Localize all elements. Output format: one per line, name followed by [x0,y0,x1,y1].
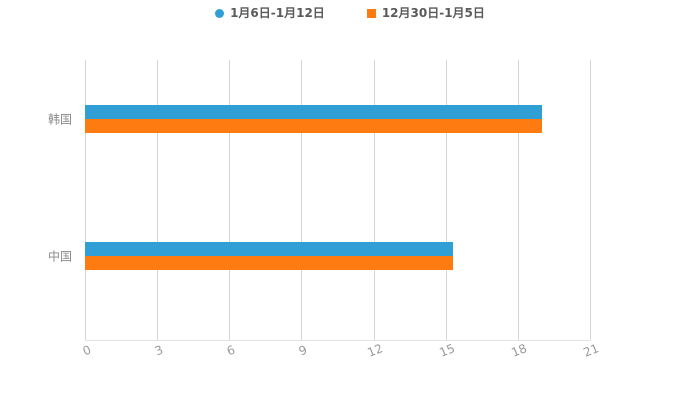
y-axis-labels: 韩国 中国 [0,60,78,340]
x-axis-tick-label: 21 [581,341,601,360]
x-axis-tick-label: 0 [80,342,94,359]
gridline [590,60,591,340]
x-axis-tick-label: 3 [152,342,166,359]
bar-韩国-1月6日-1月12日[interactable] [85,104,542,119]
x-axis-tick-label: 6 [224,342,238,359]
gridline [85,60,86,340]
x-axis-tick-label: 18 [509,341,529,360]
x-axis-labels: 0 3 6 9 12 15 18 21 [81,341,601,374]
x-axis-tick-label: 15 [437,341,457,360]
legend-item-week-jan6-12[interactable]: 1月6日-1月12日 [215,6,325,20]
x-axis-tick-label: 12 [364,341,385,360]
plot-area [85,60,591,341]
legend-label: 12月30日-1月5日 [381,6,485,20]
legend-marker-blue-icon [215,8,225,18]
bar-韩国-12月30日-1月5日[interactable] [85,118,542,133]
gridline [157,60,159,340]
bar-中国-1月6日-1月12日[interactable] [85,242,453,256]
legend-label: 1月6日-1月12日 [230,6,325,20]
gridline [373,60,375,340]
gridline [301,60,303,340]
legend-marker-orange-icon [366,8,376,18]
gridline [229,60,231,340]
legend: 1月6日-1月12日 12月30日-1月5日 [0,6,700,20]
x-axis-tick-label: 9 [297,342,310,359]
category-label: 中国 [47,249,72,264]
gridline [445,60,447,340]
category-label: 韩国 [47,112,72,127]
legend-item-week-dec30-jan5[interactable]: 12月30日-1月5日 [366,6,485,20]
gridline [517,60,519,340]
bar-中国-12月30日-1月5日[interactable] [85,256,453,270]
